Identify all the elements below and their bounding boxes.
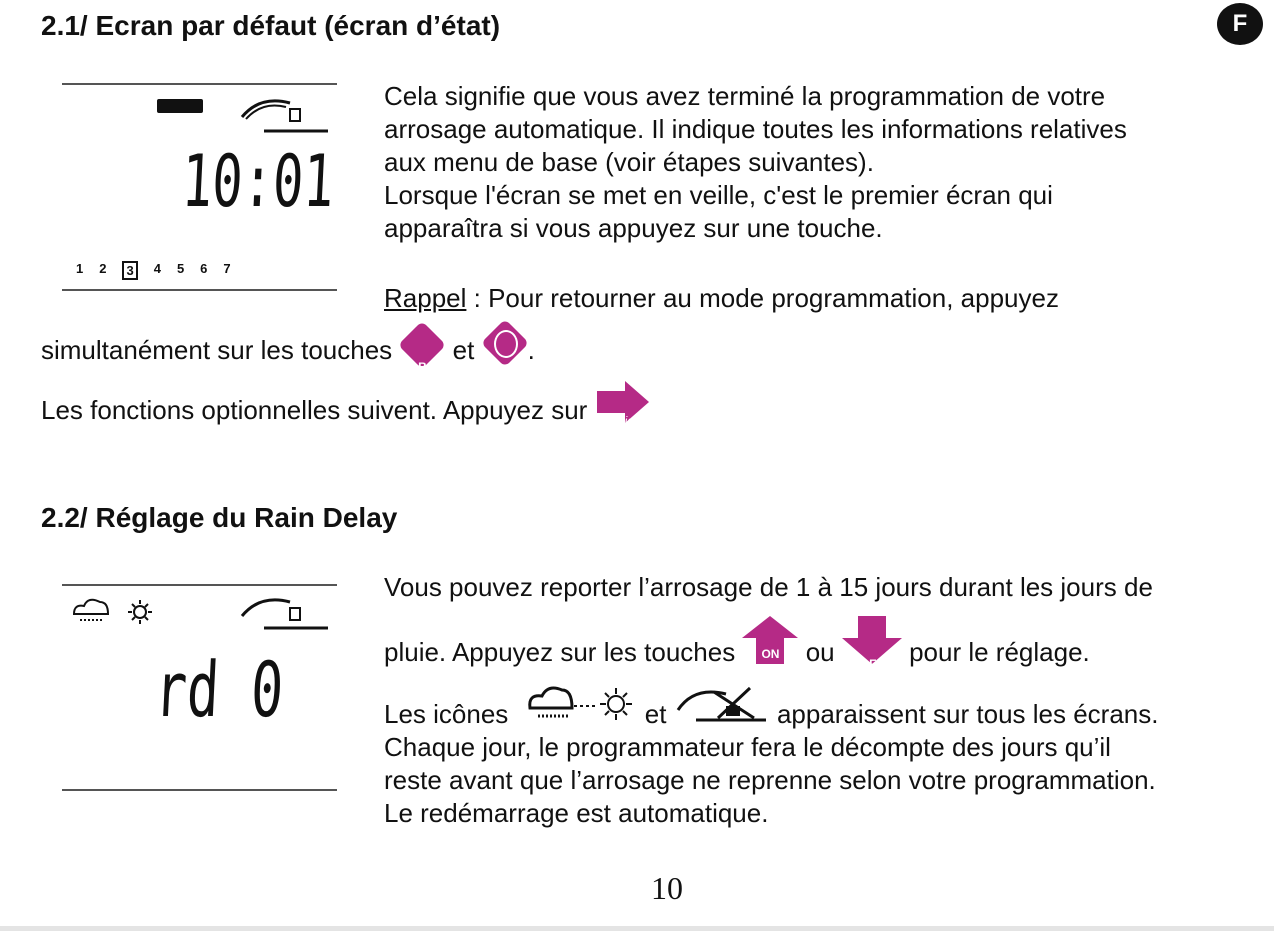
abc-key-icon: ABC [398,321,447,374]
day-7: 7 [223,261,231,276]
page-bottom-edge [0,926,1274,931]
language-badge: F [1217,3,1263,45]
rain-paragraph: Chaque jour, le programmateur fera le dé… [384,731,1156,830]
lcd-default-screen: 10:01 1 2 3 4 5 6 7 [62,83,337,291]
sprinkler-icon [240,598,328,630]
text-line: Cela signifie que vous avez terminé la p… [384,81,1106,111]
day-1: 1 [76,261,84,276]
on-plus-key-icon: ON [742,616,799,666]
optional-line: Les fonctions optionnelles suivent. Appu… [41,380,651,440]
text: apparaissent sur tous les écrans. [776,699,1159,729]
day-2: 2 [99,261,107,276]
day-6: 6 [200,261,208,276]
text-line: apparaîtra si vous appuyez sur une touch… [384,213,883,243]
abc-key-label: ABC [409,360,436,375]
lcd-rain-delay-screen: rd 0 [62,584,337,791]
day-5: 5 [176,261,185,276]
cycle-key-icon [480,319,529,368]
text: ou [805,637,835,667]
text: simultanément sur les touches [41,335,393,365]
rappel-line: Rappel : Pour retourner au mode programm… [384,282,1059,315]
section-1-paragraph: Cela signifie que vous avez terminé la p… [384,80,1127,245]
simultaneous-line: simultanément sur les touches ABC et . [41,319,535,380]
text-line: Chaque jour, le programmateur fera le dé… [384,732,1111,762]
text: Les icônes [384,699,509,729]
text-line: reste avant que l’arrosage ne reprenne s… [384,765,1156,795]
lcd-rain-delay-value: rd 0 [152,645,286,734]
rain-line-1: Vous pouvez reporter l’arrosage de 1 à 1… [384,572,1153,602]
day-4: 4 [153,261,161,276]
text-line: arrosage automatique. Il indique toutes … [384,114,1127,144]
sprinkler-icon [676,687,766,722]
text: et [452,335,475,365]
text-line: Le redémarrage est automatique. [384,798,769,828]
rappel-text: : Pour retourner au mode programmation, … [466,283,1059,313]
sprinkler-icon [240,99,328,133]
text: pour le réglage. [909,637,1090,667]
rain-sun-icon [527,686,632,721]
lcd-time: 10:01 [179,139,336,223]
text: et [644,699,667,729]
battery-icon [157,99,203,113]
section-2-title: 2.2/ Réglage du Rain Delay [41,502,398,533]
day-3-selected: 3 [122,261,138,280]
off-key-label: OFF [859,657,884,672]
text: . [527,335,535,365]
rain-line-2: pluie. Appuyez sur les touches ON ou OFF… [384,616,1090,682]
text: Les fonctions optionnelles suivent. Appu… [41,395,588,425]
rain-sun-icon [72,598,152,624]
text-line: aux menu de base (voir étapes suivantes)… [384,147,874,177]
section-1-title: 2.1/ Ecran par défaut (écran d’état) [41,10,501,41]
valid-key-icon: Valid. [595,379,651,428]
page-number: 10 [651,870,683,906]
text: pluie. Appuyez sur les touches [384,637,736,667]
off-minus-key-icon: OFF [841,616,902,671]
rain-line-3: Les icônes et apparaissent sur tous les … [384,684,1158,744]
valid-key-label: Valid. [607,414,638,429]
on-key-label: ON [761,647,780,662]
rappel-label: Rappel [384,283,467,313]
lcd-days: 1 2 3 4 5 6 7 [76,261,231,280]
text-line: Lorsque l'écran se met en veille, c'est … [384,180,1053,210]
